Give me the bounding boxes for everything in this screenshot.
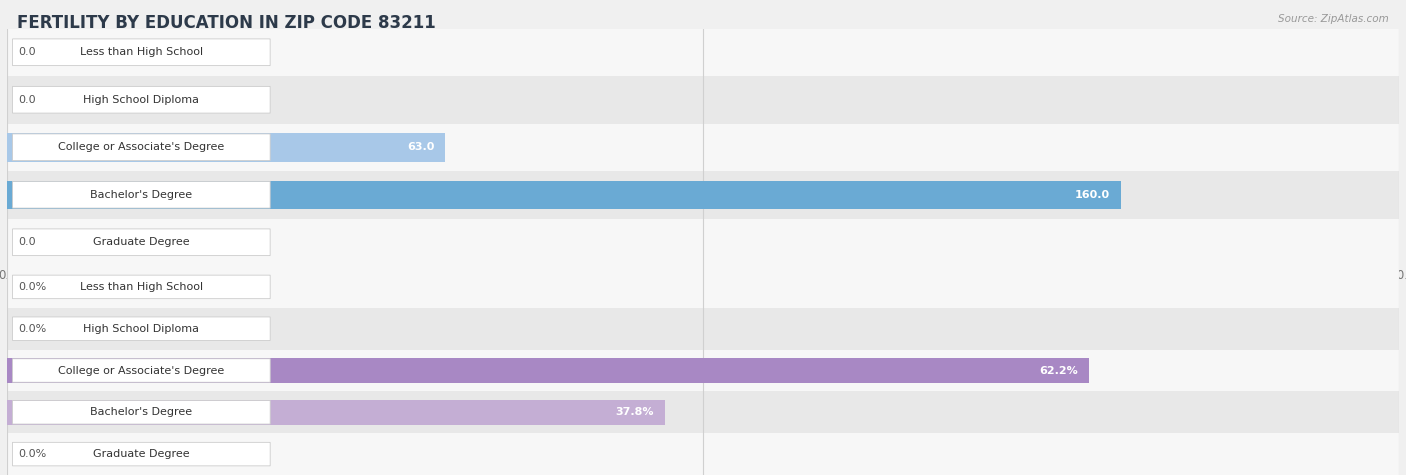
FancyBboxPatch shape — [13, 359, 270, 382]
Text: 0.0: 0.0 — [18, 95, 35, 105]
Text: 0.0%: 0.0% — [18, 449, 46, 459]
FancyBboxPatch shape — [13, 275, 270, 299]
FancyBboxPatch shape — [13, 317, 270, 341]
Bar — [7, 266, 1399, 308]
Text: High School Diploma: High School Diploma — [83, 323, 200, 334]
Bar — [7, 171, 1399, 218]
Text: Less than High School: Less than High School — [80, 282, 202, 292]
Text: 62.2%: 62.2% — [1039, 365, 1078, 376]
FancyBboxPatch shape — [13, 181, 270, 208]
Text: 0.0: 0.0 — [18, 47, 35, 57]
Bar — [7, 133, 446, 162]
FancyBboxPatch shape — [13, 229, 270, 256]
Bar — [7, 400, 665, 425]
Bar — [7, 180, 1121, 209]
Text: 160.0: 160.0 — [1074, 190, 1109, 200]
Text: High School Diploma: High School Diploma — [83, 95, 200, 105]
Text: 37.8%: 37.8% — [614, 407, 654, 418]
Bar — [7, 433, 1399, 475]
Text: Graduate Degree: Graduate Degree — [93, 237, 190, 247]
FancyBboxPatch shape — [13, 134, 270, 161]
Text: College or Associate's Degree: College or Associate's Degree — [58, 365, 225, 376]
FancyBboxPatch shape — [13, 86, 270, 113]
Text: FERTILITY BY EDUCATION IN ZIP CODE 83211: FERTILITY BY EDUCATION IN ZIP CODE 83211 — [17, 14, 436, 32]
Bar — [7, 350, 1399, 391]
Text: 0.0%: 0.0% — [18, 323, 46, 334]
FancyBboxPatch shape — [13, 400, 270, 424]
FancyBboxPatch shape — [13, 442, 270, 466]
Text: Graduate Degree: Graduate Degree — [93, 449, 190, 459]
Text: 63.0: 63.0 — [406, 142, 434, 152]
Text: Less than High School: Less than High School — [80, 47, 202, 57]
Bar — [7, 218, 1399, 266]
Bar — [7, 358, 1090, 383]
Bar — [7, 28, 1399, 76]
Text: College or Associate's Degree: College or Associate's Degree — [58, 142, 225, 152]
Bar — [7, 308, 1399, 350]
Text: 0.0%: 0.0% — [18, 282, 46, 292]
Text: Bachelor's Degree: Bachelor's Degree — [90, 190, 193, 200]
FancyBboxPatch shape — [13, 39, 270, 66]
Text: Source: ZipAtlas.com: Source: ZipAtlas.com — [1278, 14, 1389, 24]
Bar — [7, 76, 1399, 124]
Text: 0.0: 0.0 — [18, 237, 35, 247]
Text: Bachelor's Degree: Bachelor's Degree — [90, 407, 193, 418]
Bar — [7, 391, 1399, 433]
Bar — [7, 124, 1399, 171]
